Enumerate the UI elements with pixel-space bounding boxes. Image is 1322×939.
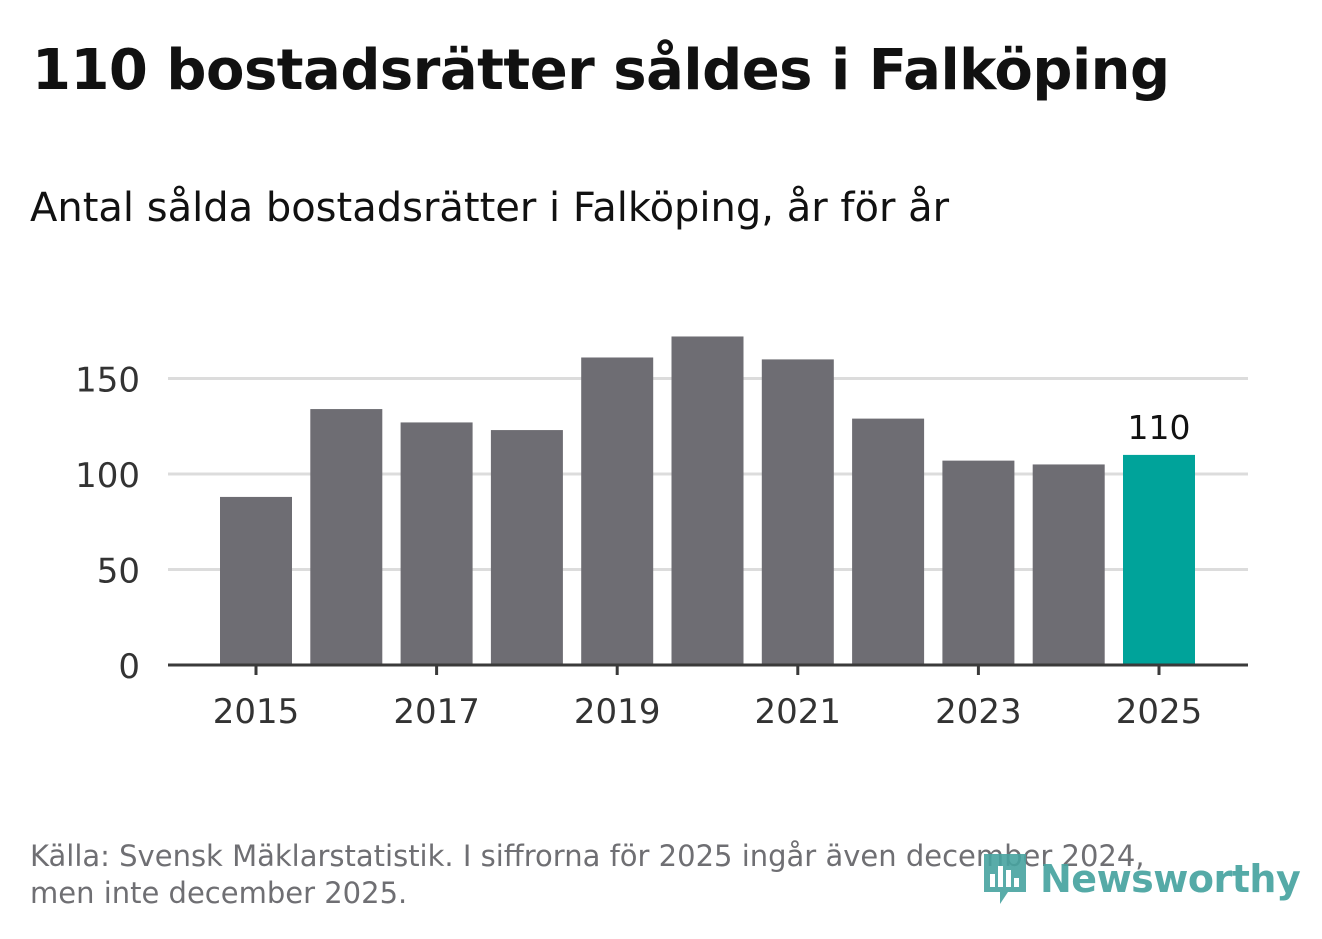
y-tick-label: 150 <box>75 361 140 401</box>
bar-2024 <box>1032 464 1105 665</box>
x-tick-label: 2025 <box>1116 692 1203 732</box>
bar-2023 <box>942 460 1015 665</box>
x-axis: 2015 2017 2019 2021 2023 2025 <box>168 663 1248 732</box>
bar-2022 <box>852 418 925 665</box>
bar-2020 <box>671 336 744 665</box>
x-tick-label: 2019 <box>574 692 661 732</box>
bar-chart: 0 50 100 150 110 2015 2017 2019 2021 2023 2025 <box>75 336 1248 732</box>
bar-2018 <box>490 430 563 665</box>
bar-2021 <box>761 359 834 665</box>
bar-2015 <box>220 496 292 665</box>
x-tick-label: 2023 <box>935 692 1022 732</box>
x-tick-label: 2015 <box>213 692 300 732</box>
y-tick-label: 50 <box>97 552 140 592</box>
bar-2017 <box>400 422 473 665</box>
brand-name: Newsworthy <box>1040 857 1301 901</box>
chart-subtitle: Antal sålda bostadsrätter i Falköping, å… <box>30 185 950 231</box>
newsworthy-logo: Newsworthy <box>980 850 1301 908</box>
bar-2025 <box>1123 454 1195 665</box>
source-note-line-2: men inte december 2025. <box>30 876 408 910</box>
x-tick-label: 2017 <box>393 692 480 732</box>
chart-title: 110 bostadsrätter såldes i Falköping <box>32 38 1170 103</box>
y-tick-label: 100 <box>75 456 140 496</box>
data-labels: 110 <box>1128 408 1191 447</box>
bar-chart-speech-bubble-icon <box>984 854 1026 904</box>
source-note: Källa: Svensk Mäklarstatistik. I siffror… <box>30 838 1230 912</box>
bars <box>220 336 1195 665</box>
y-tick-label: 0 <box>118 647 140 687</box>
bar-2019 <box>581 357 654 665</box>
x-tick-label: 2021 <box>755 692 842 732</box>
y-axis-ticks: 0 50 100 150 <box>75 361 140 688</box>
bar-2016 <box>310 409 383 665</box>
source-note-line-1: Källa: Svensk Mäklarstatistik. I siffror… <box>30 839 1145 873</box>
data-label-2025: 110 <box>1128 408 1191 447</box>
